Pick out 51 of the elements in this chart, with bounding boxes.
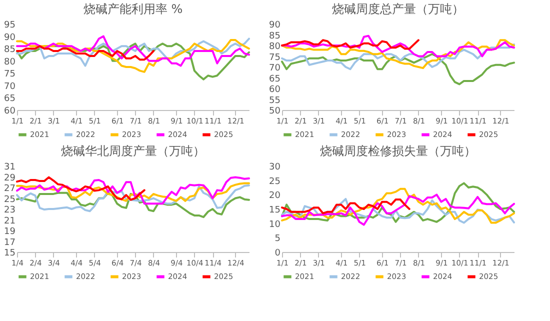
- chart-title: 烧碱华北周度产量（万吨）: [61, 144, 205, 158]
- y-tick-label: 23: [4, 206, 16, 216]
- line-series: [16, 38, 250, 73]
- y-tick-label: 95: [4, 20, 16, 30]
- y-tick-label: 75: [4, 70, 16, 80]
- chart-title: 烧碱周度检修损失量（万吨）: [320, 144, 476, 158]
- line-series: [281, 34, 515, 58]
- y-tick-label: 60: [269, 85, 281, 95]
- chart-title: 烧碱产能利用率 %: [83, 2, 183, 16]
- y-tick-label: 17: [4, 238, 16, 248]
- y-tick-label: 30: [269, 162, 281, 172]
- y-tick-label: 90: [4, 32, 16, 43]
- y-tick-label: 70: [269, 64, 281, 74]
- y-tick-label: 15: [4, 248, 16, 258]
- y-tick-label: 0: [274, 248, 281, 258]
- y-tick-label: 25: [269, 176, 280, 187]
- line-series: [16, 42, 250, 80]
- y-tick-label: 19: [4, 227, 16, 237]
- y-tick-label: 70: [4, 82, 16, 92]
- y-tick-label: 80: [269, 42, 281, 52]
- y-tick-label: 20: [269, 191, 281, 202]
- line-series: [281, 53, 515, 86]
- line-series: [281, 39, 420, 50]
- line-series: [281, 198, 410, 214]
- line-series: [281, 188, 515, 224]
- y-tick-label: 65: [4, 94, 16, 104]
- chart-title: 烧碱周度总产量（万吨）: [332, 2, 464, 16]
- line-series: [16, 192, 250, 218]
- line-series: [16, 45, 154, 61]
- line-series: [16, 182, 250, 202]
- y-tick-label: 85: [269, 31, 280, 42]
- y-tick-label: 27: [4, 184, 16, 194]
- y-tick-label: 5: [274, 234, 280, 244]
- y-tick-label: 60: [4, 106, 16, 116]
- y-tick-label: 10: [269, 220, 281, 230]
- y-tick-label: 31: [4, 162, 16, 172]
- y-tick-label: 25: [4, 194, 16, 205]
- line-series: [16, 176, 146, 201]
- y-tick-label: 65: [269, 74, 280, 84]
- y-tick-label: 80: [4, 57, 16, 68]
- y-tick-label: 55: [269, 96, 280, 106]
- y-tick-label: 85: [4, 45, 16, 56]
- line-series: [281, 182, 515, 223]
- y-tick-label: 15: [269, 206, 280, 216]
- y-tick-label: 90: [269, 20, 281, 30]
- y-tick-label: 29: [4, 173, 16, 184]
- y-tick-label: 75: [269, 52, 280, 63]
- line-series: [16, 184, 250, 212]
- y-tick-label: 50: [269, 106, 281, 116]
- y-tick-label: 21: [4, 216, 16, 226]
- line-series: [16, 176, 250, 205]
